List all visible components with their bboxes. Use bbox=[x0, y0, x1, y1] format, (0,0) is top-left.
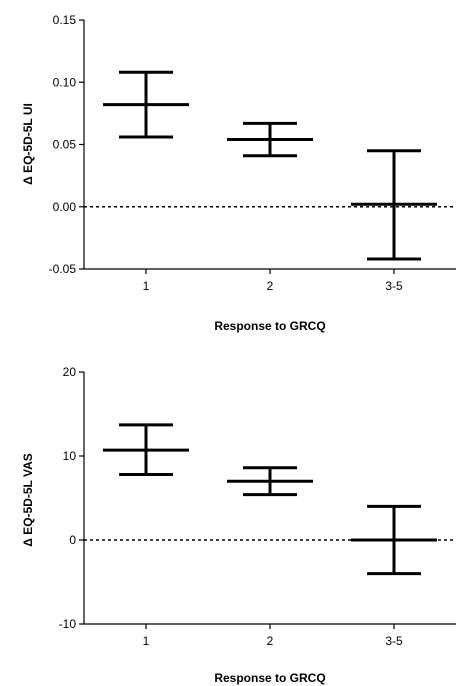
plot-area: -10 0 10 20 1 2 3-5 bbox=[59, 365, 456, 648]
y-tick-label: -10 bbox=[59, 617, 77, 631]
error-bar bbox=[103, 70, 189, 139]
y-tick-label: 20 bbox=[63, 365, 77, 379]
y-axis-title: Δ EQ-5D-5L UI bbox=[21, 103, 35, 185]
error-bar bbox=[351, 149, 437, 261]
y-tick-label: 0.15 bbox=[53, 13, 77, 27]
error-bar bbox=[103, 423, 189, 476]
y-tick-label: 0.10 bbox=[53, 75, 77, 89]
x-tick-label: 3-5 bbox=[385, 634, 403, 648]
plot-area: -0.05 0.00 0.05 0.10 0.15 1 2 3-5 bbox=[49, 13, 456, 293]
x-axis-title: Response to GRCQ bbox=[214, 671, 325, 685]
y-tick-label: 0 bbox=[69, 533, 76, 547]
y-tick-label: 0.05 bbox=[53, 138, 77, 152]
y-axis-title: Δ EQ-5D-5L VAS bbox=[21, 453, 35, 547]
x-tick-label: 2 bbox=[267, 634, 274, 648]
x-axis-title: Response to GRCQ bbox=[214, 319, 325, 333]
chart-bottom: Δ EQ-5D-5L VAS Response to GRCQ -10 0 10 20… bbox=[21, 365, 456, 685]
x-tick-label: 3-5 bbox=[385, 279, 403, 293]
x-tick-label: 1 bbox=[143, 634, 150, 648]
error-bar bbox=[227, 121, 313, 158]
y-tick-label: 0.00 bbox=[53, 200, 77, 214]
chart-top: Δ EQ-5D-5L UI Response to GRCQ -0.05 0.00… bbox=[21, 13, 456, 333]
x-tick-label: 1 bbox=[143, 279, 150, 293]
y-tick-label: 10 bbox=[63, 449, 77, 463]
error-bar bbox=[351, 504, 437, 576]
error-bar bbox=[227, 466, 313, 497]
x-tick-label: 2 bbox=[267, 279, 274, 293]
y-tick-label: -0.05 bbox=[49, 262, 77, 276]
